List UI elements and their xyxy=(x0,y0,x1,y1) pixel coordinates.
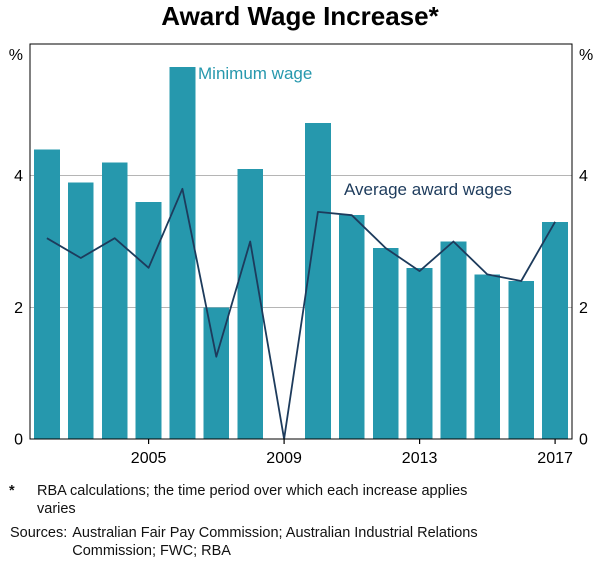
line-average-award-wages xyxy=(46,187,556,440)
chart-title: Award Wage Increase* xyxy=(161,1,439,31)
y-tick-label-left-0: 0 xyxy=(14,431,23,448)
y-tick-label-left-4: 4 xyxy=(14,168,23,185)
x-tick-label-2005: 2005 xyxy=(131,450,167,467)
bar-2014 xyxy=(440,241,467,439)
sources-row: Sources: Australian Fair Pay Commission;… xyxy=(0,524,600,561)
x-tick-label-2013: 2013 xyxy=(402,450,438,467)
footnote-marker: * xyxy=(9,482,15,499)
y-tick-label-left-2: 2 xyxy=(14,299,23,316)
bar-2005 xyxy=(135,201,162,439)
bar-2002 xyxy=(34,148,60,439)
footnote-row: * RBA calculations; the time period over… xyxy=(0,482,600,519)
y-tick-label-right-0: 0 xyxy=(579,431,588,448)
bar-2013 xyxy=(406,267,433,439)
bar-2004 xyxy=(101,162,128,439)
bar-2017 xyxy=(542,221,568,439)
sources-label: Sources: xyxy=(10,524,68,541)
plot-border xyxy=(29,42,573,440)
annotation-minimum-wage: Minimum wage xyxy=(198,64,312,83)
bar-2010 xyxy=(305,122,331,439)
x-tick-label-2009: 2009 xyxy=(266,450,302,467)
y-tick-label-right-2: 2 xyxy=(579,299,588,316)
y-axis-unit-left: % xyxy=(9,47,23,64)
bar-2016 xyxy=(508,280,534,439)
bar-2012 xyxy=(372,247,399,439)
footnote-text: RBA calculations; the time period over w… xyxy=(37,482,468,518)
footnotes: * RBA calculations; the time period over… xyxy=(0,482,600,561)
x-tick-label-2017: 2017 xyxy=(537,450,573,467)
y-axis-unit-right: % xyxy=(579,47,593,64)
y-tick-label-right-4: 4 xyxy=(579,168,588,185)
bar-2015 xyxy=(474,273,501,439)
chart-canvas: % 0 2 4% 0 2 4 2005 2009 2013 2017 Minimum wage Aver… xyxy=(9,42,593,467)
bar-2011 xyxy=(338,214,365,439)
bar-2003 xyxy=(67,181,94,439)
bar-2008 xyxy=(237,168,263,439)
bar-2006 xyxy=(169,66,196,439)
sources-text: Australian Fair Pay Commission; Australi… xyxy=(72,524,478,560)
annotation-average-award-wages: Average award wages xyxy=(344,180,512,199)
